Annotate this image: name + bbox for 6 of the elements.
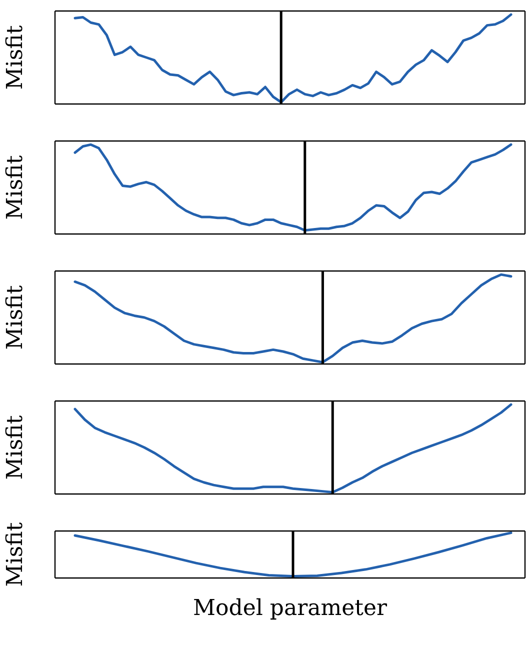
y-axis-title: Misfit: [2, 155, 28, 220]
x-axis-title: Model parameter: [193, 596, 388, 621]
y-axis-title: Misfit: [2, 25, 28, 90]
y-axis-title: Misfit: [2, 285, 28, 350]
y-axis-title: Misfit: [2, 522, 28, 587]
y-axis-title: Misfit: [2, 415, 28, 480]
